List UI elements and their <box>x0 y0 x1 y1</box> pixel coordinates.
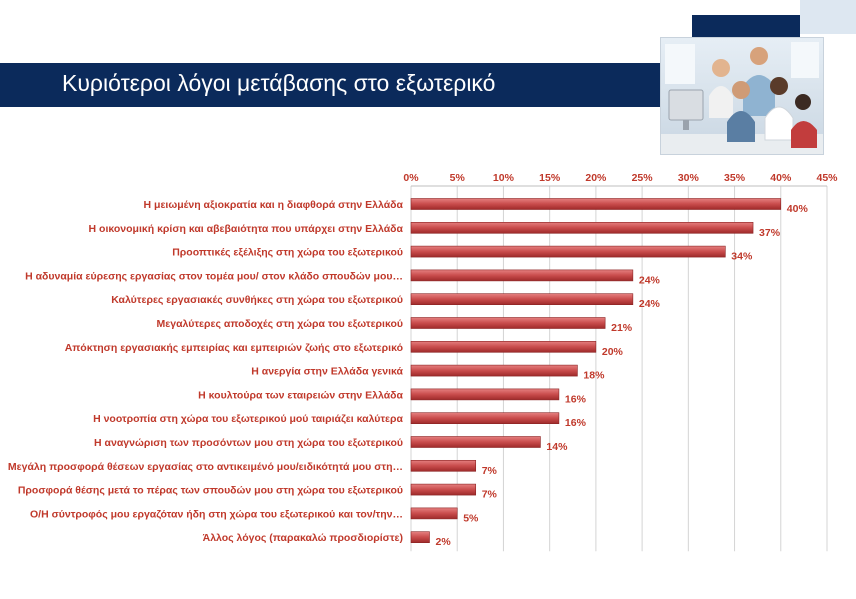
bars <box>410 198 782 544</box>
category-labels: Η μειωμένη αξιοκρατία και η διαφθορά στη… <box>8 199 404 544</box>
data-label: 24% <box>639 274 661 286</box>
category-label: Προοπτικές εξέλιξης στη χώρα του εξωτερι… <box>172 247 403 259</box>
category-label: Η μειωμένη αξιοκρατία και η διαφθορά στη… <box>144 199 404 211</box>
bar <box>410 198 782 210</box>
office-team-photo-icon <box>660 37 824 155</box>
bar <box>410 221 754 234</box>
bar <box>410 388 560 401</box>
category-label: Μεγάλη προσφορά θέσεων εργασίας στο αντι… <box>8 461 403 473</box>
bar <box>410 293 634 305</box>
page-title: Κυριότεροι λόγοι μετάβασης στο εξωτερικό <box>62 70 496 96</box>
bar <box>410 317 606 329</box>
decor-light-block <box>800 0 856 34</box>
bar <box>410 436 541 448</box>
x-tick-label: 35% <box>724 172 746 184</box>
category-label: Καλύτερες εργασιακές συνθήκες στη χώρα τ… <box>111 294 403 306</box>
category-label: Προσφορά θέσης μετά το πέρας των σπουδών… <box>18 485 403 497</box>
category-label: Η ανεργία στην Ελλάδα γενικά <box>251 366 403 378</box>
data-label: 16% <box>565 393 587 405</box>
bar <box>410 531 430 544</box>
data-label: 40% <box>787 203 809 215</box>
data-label: 7% <box>482 489 498 501</box>
x-tick-label: 5% <box>450 172 466 184</box>
category-label: Η νοοτροπία στη χώρα του εξωτερικού μού … <box>93 413 403 425</box>
x-tick-label: 40% <box>770 172 792 184</box>
data-label: 18% <box>583 370 605 382</box>
category-label: Μεγαλύτερες αποδοχές στη χώρα του εξωτερ… <box>157 318 403 330</box>
data-label: 21% <box>611 322 633 334</box>
data-labels: 40%37%34%24%24%21%20%18%16%16%14%7%7%5%2… <box>435 203 808 548</box>
bar <box>410 245 726 258</box>
x-tick-label: 0% <box>403 172 419 184</box>
bar <box>410 412 560 424</box>
data-label: 16% <box>565 417 587 429</box>
data-label: 7% <box>482 465 498 477</box>
bar <box>410 364 578 377</box>
category-label: Η κουλτούρα των εταιρειών στην Ελλάδα <box>198 389 403 401</box>
bar-chart: 0% 5% 10% 15% 20% 25% 30% 35% 40% 45% Η μειωμένη … <box>8 172 838 552</box>
data-label: 24% <box>639 298 661 310</box>
bar <box>410 341 597 353</box>
category-label: Απόκτηση εργασιακής εμπειρίας και εμπειρ… <box>65 342 403 354</box>
bar <box>410 483 477 496</box>
x-tick-label: 30% <box>678 172 700 184</box>
x-tick-label: 20% <box>585 172 607 184</box>
category-label: Ο/Η σύντροφός μου εργαζόταν ήδη στη χώρα… <box>30 508 403 520</box>
category-label: Άλλος λόγος (παρακαλώ προσδιορίστε) <box>203 532 403 544</box>
category-label: Η αναγνώριση των προσόντων μου στη χώρα … <box>94 437 403 449</box>
bar <box>410 269 634 282</box>
x-tick-label: 15% <box>539 172 561 184</box>
x-tick-label: 10% <box>493 172 515 184</box>
x-tick-label: 45% <box>816 172 838 184</box>
data-label: 20% <box>602 346 624 358</box>
title-bar: Κυριότεροι λόγοι μετάβασης στο εξωτερικό <box>0 63 660 107</box>
category-label: Η αδυναμία εύρεσης εργασίας στον τομέα μ… <box>25 270 403 282</box>
photo-illustration <box>661 38 823 154</box>
data-label: 14% <box>546 441 568 453</box>
data-label: 37% <box>759 227 781 239</box>
bar <box>410 507 458 520</box>
bar <box>410 459 477 472</box>
data-label: 34% <box>731 251 753 263</box>
data-label: 5% <box>463 512 479 524</box>
x-axis-ticks: 0% 5% 10% 15% 20% 25% 30% 35% 40% 45% <box>403 172 838 184</box>
category-label: Η οικονομική κρίση και αβεβαιότητα που υ… <box>89 223 404 235</box>
data-label: 2% <box>435 536 451 548</box>
x-tick-label: 25% <box>632 172 654 184</box>
